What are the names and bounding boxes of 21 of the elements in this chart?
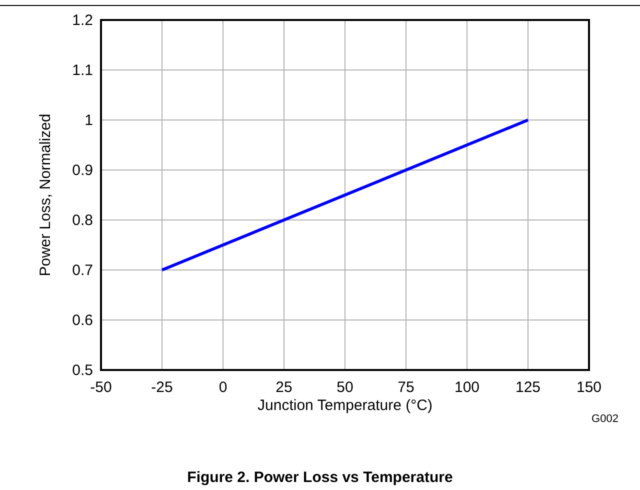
x-tick-label: 75: [398, 379, 414, 396]
y-tick-label: 1: [84, 112, 93, 129]
y-tick-label: 1.2: [72, 12, 93, 29]
y-tick-label: 0.6: [72, 312, 93, 329]
y-tick-label: 0.5: [72, 362, 93, 379]
y-tick-label: 0.9: [72, 162, 93, 179]
x-tick-label: 100: [454, 379, 480, 396]
y-tick-label: 0.7: [72, 262, 93, 279]
x-tick-label: -50: [90, 379, 112, 396]
text: G002: [592, 413, 618, 425]
x-tick-label: 50: [336, 379, 354, 396]
y-axis-title: Power Loss, Normalized: [37, 114, 54, 276]
y-tick-label: 1.1: [72, 62, 93, 79]
x-tick-label: 150: [576, 379, 602, 396]
x-tick-label: -25: [151, 379, 173, 396]
x-tick-label: 125: [515, 379, 541, 396]
x-tick-label: 0: [218, 379, 228, 396]
y-tick-label: 0.8: [72, 212, 93, 229]
x-axis-title: Junction Temperature (°C): [258, 397, 432, 414]
text: Figure 2. Power Loss vs Temperature: [187, 469, 453, 486]
x-tick-label: 25: [276, 379, 292, 396]
